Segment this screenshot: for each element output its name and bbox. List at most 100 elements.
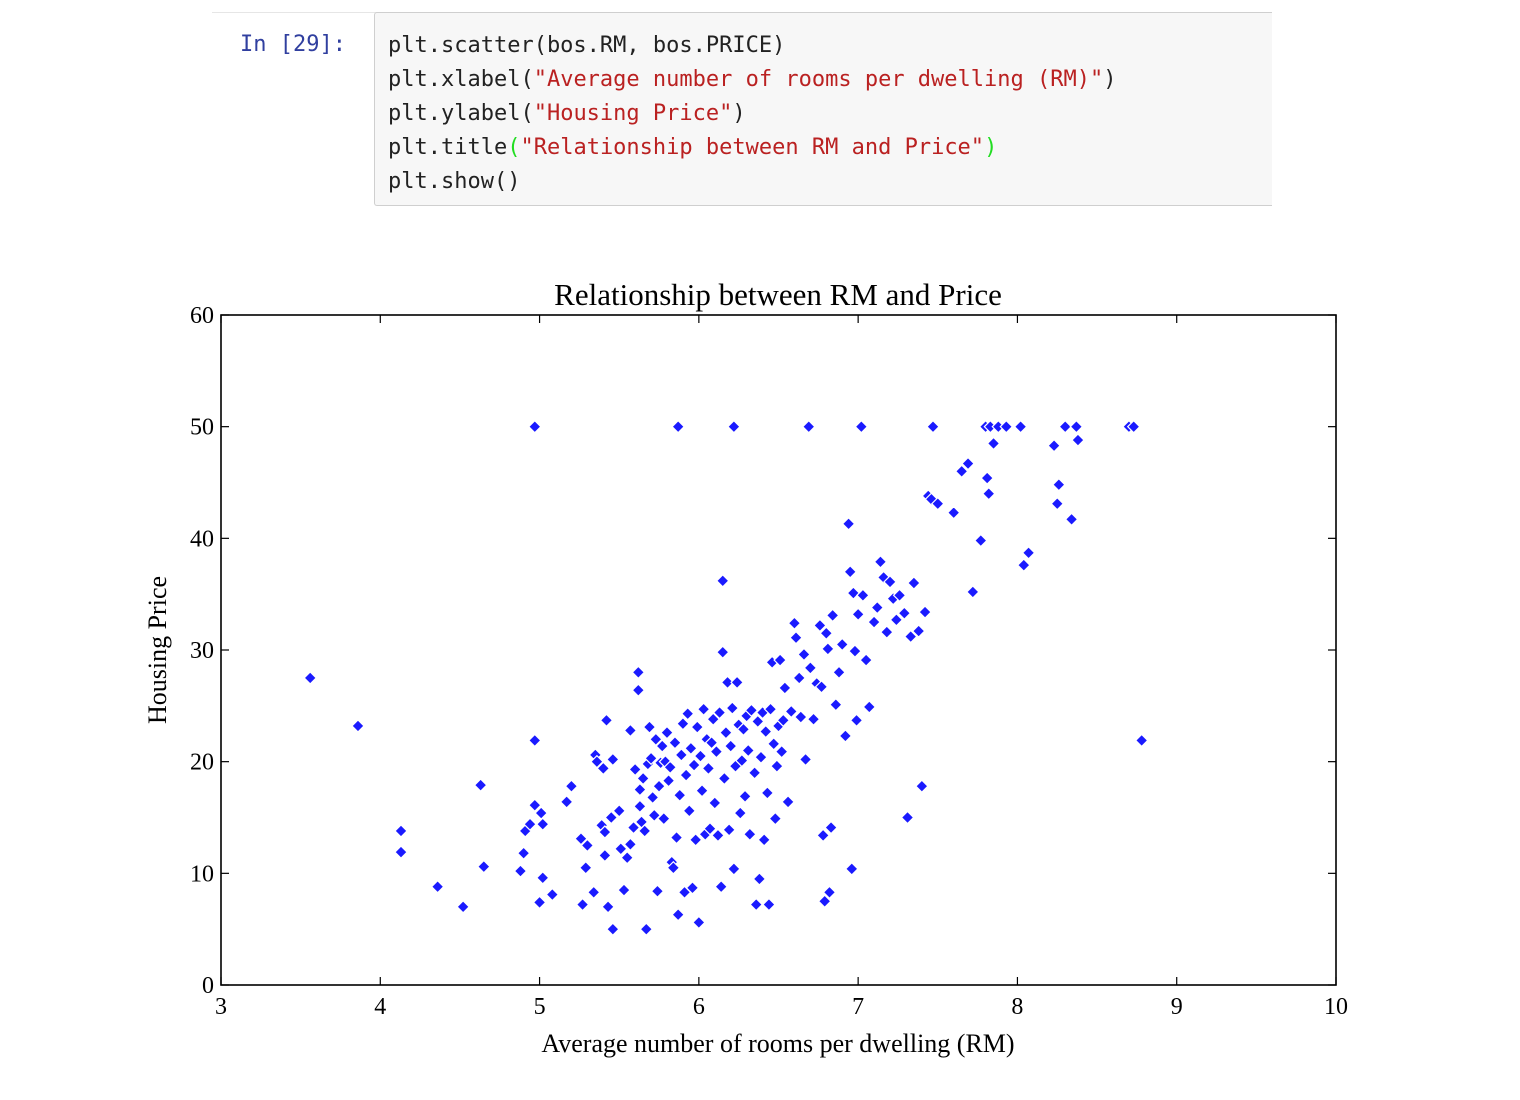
data-point (1058, 419, 1073, 434)
data-point (735, 753, 749, 768)
data-point (523, 817, 537, 832)
data-point (620, 850, 635, 865)
data-point (806, 712, 821, 727)
code-line-ylabel: plt.ylabel("Housing Price") (388, 101, 746, 126)
x-tick-label: 10 (1324, 994, 1348, 1020)
data-point (973, 533, 988, 548)
data-point (720, 675, 735, 690)
data-point (897, 606, 912, 620)
data-point (981, 486, 996, 501)
data-point (671, 907, 685, 922)
data-point (841, 516, 856, 531)
data-point (688, 832, 703, 847)
data-point (824, 820, 838, 835)
data-point (1064, 512, 1079, 527)
data-point (649, 732, 663, 747)
data-point (821, 642, 835, 656)
data-point (741, 743, 756, 758)
data-point (750, 714, 765, 729)
data-point (1016, 558, 1031, 572)
data-point (915, 779, 929, 794)
data-point (712, 705, 727, 720)
data-point (706, 712, 721, 727)
data-point (696, 702, 711, 717)
x-tick-label: 3 (215, 994, 227, 1020)
data-point (668, 735, 682, 750)
data-point (781, 795, 795, 809)
data-point (580, 838, 595, 853)
data-point (722, 822, 736, 837)
data-point (693, 749, 708, 763)
x-axis-label: Average number of rooms per dwelling (RM… (541, 1029, 1014, 1058)
data-point (535, 817, 550, 832)
data-point (849, 713, 864, 728)
data-point (692, 915, 706, 930)
data-point (816, 828, 830, 843)
data-point (742, 827, 757, 842)
data-point (760, 786, 775, 800)
x-tick-label: 8 (1011, 994, 1023, 1020)
data-point (636, 771, 650, 786)
input-prompt: In [29]: (240, 32, 346, 57)
data-point (660, 725, 674, 740)
data-point (637, 824, 652, 838)
data-point (545, 887, 560, 902)
data-point (513, 864, 528, 878)
data-point (650, 884, 665, 899)
y-axis-label: Housing Price (143, 576, 172, 724)
y-tick-label: 60 (190, 303, 214, 329)
data-point (527, 419, 542, 434)
data-point (843, 564, 858, 579)
data-point (727, 862, 741, 876)
code-line-xlabel: plt.xlabel("Average number of rooms per … (388, 67, 1117, 92)
data-point (1126, 419, 1141, 434)
code-cell[interactable]: plt.scatter(bos.RM, bos.PRICE) plt.xlabe… (374, 12, 1272, 206)
data-point (789, 630, 803, 645)
data-point (682, 803, 697, 818)
data-point (394, 845, 408, 859)
data-point (911, 624, 926, 638)
data-point (586, 885, 601, 900)
cell-output: Relationship between RM and Price 3 4 5 6 7 8… (0, 250, 1520, 1085)
chart-title: Relationship between RM and Price (554, 277, 1002, 312)
data-point (628, 762, 642, 777)
data-point (559, 795, 574, 809)
data-point (685, 881, 700, 895)
x-tick-label: 5 (534, 994, 546, 1020)
data-point (631, 683, 646, 698)
data-point (516, 846, 531, 861)
data-point (854, 419, 869, 434)
data-point (846, 586, 861, 600)
data-point (645, 790, 660, 805)
data-point (652, 779, 666, 794)
data-point (793, 710, 808, 724)
data-point (918, 605, 932, 619)
data-point (730, 675, 744, 690)
data-point (456, 899, 470, 914)
data-point (946, 505, 961, 520)
data-point (754, 750, 768, 765)
data-point (879, 625, 894, 639)
data-point (703, 821, 717, 836)
data-point (986, 436, 1001, 451)
data-point (776, 713, 791, 728)
y-tick-label: 40 (190, 526, 214, 552)
data-point (798, 752, 813, 767)
data-point (711, 828, 725, 843)
data-point (838, 729, 853, 743)
data-point (965, 585, 980, 599)
data-point (633, 799, 647, 814)
y-tick-label: 50 (190, 415, 214, 441)
data-point (725, 701, 740, 715)
data-point (1071, 433, 1085, 447)
data-point (784, 704, 799, 719)
data-point (903, 629, 918, 644)
data-point (744, 703, 759, 718)
data-point (1047, 438, 1061, 453)
data-point (623, 837, 638, 852)
data-point (763, 702, 778, 717)
data-point (851, 607, 865, 622)
data-point (954, 464, 969, 479)
data-point (564, 779, 579, 794)
data-point (596, 761, 611, 776)
